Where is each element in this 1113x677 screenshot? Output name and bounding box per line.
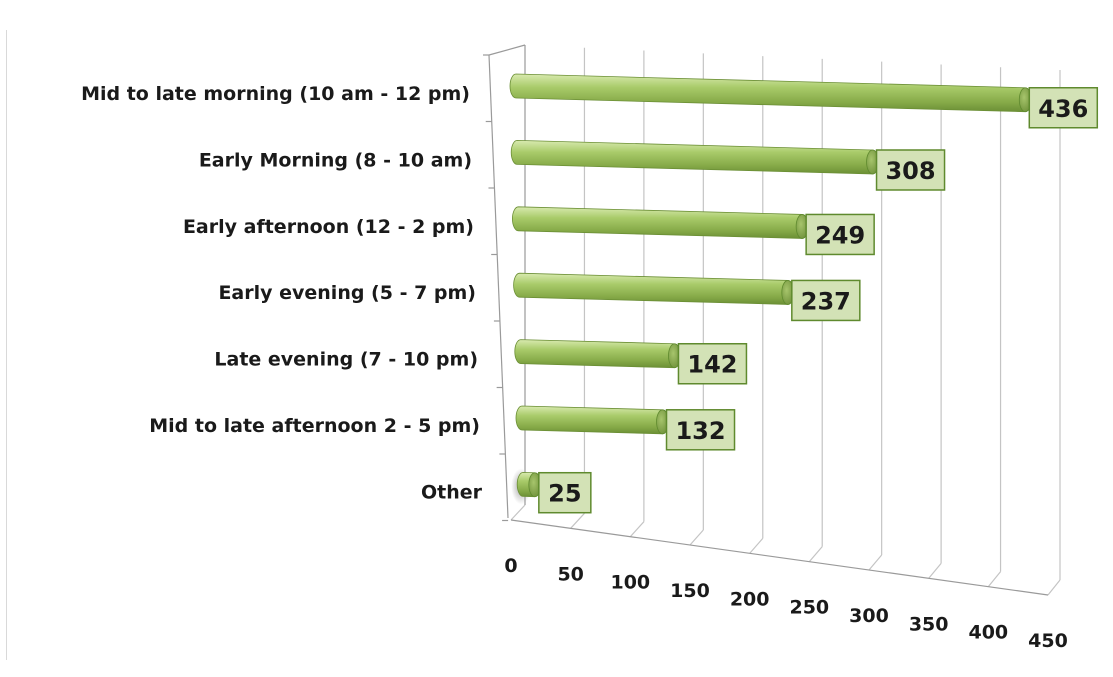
x-tick-300: 300 [849, 605, 889, 627]
data-label-box-early-afternoon-12-2-pm [805, 213, 875, 256]
data-label-mid-to-late-afternoon-2-5-pm: 132 [675, 417, 725, 445]
x-tick-100: 100 [610, 572, 650, 594]
floor-line-350 [928, 562, 942, 579]
data-label-box-late-evening-7-10-pm [677, 342, 748, 385]
data-label-box-other [538, 471, 592, 514]
value-axis [510, 519, 1049, 596]
floor-line-300 [868, 554, 883, 571]
data-label-late-evening-7-10-pm: 142 [687, 351, 737, 379]
x-tick-labels: 0 50 100 150 200 250 300 350 400 450 [504, 555, 1067, 652]
x-tick-200: 200 [730, 588, 770, 610]
bar-mid-to-late-morning-10-am-12-pm [509, 73, 1032, 113]
bar-early-evening-5-7-pm [513, 272, 795, 305]
x-tick-350: 350 [909, 613, 949, 635]
data-label-early-evening-5-7-pm: 237 [801, 287, 851, 315]
bars [509, 73, 1032, 505]
category-label-other: Other [421, 481, 483, 503]
floor-line-50 [570, 512, 585, 529]
floor-line-450 [1047, 579, 1061, 596]
top-wall-edge [488, 44, 526, 56]
category-label-early-afternoon-12-2-pm: Early afternoon (12 - 2 pm) [183, 216, 474, 238]
x-tick-250: 250 [789, 597, 829, 619]
x-tick-0: 0 [504, 555, 517, 577]
bar-late-evening-7-10-pm [514, 339, 681, 369]
x-tick-450: 450 [1028, 630, 1068, 652]
floor-line-100 [629, 521, 645, 538]
floor-line-200 [749, 537, 764, 554]
bar-early-morning-8-10-am [510, 139, 879, 175]
data-labels: 436 308 249 237 142 132 25 [538, 87, 1099, 514]
floor-line-250 [808, 546, 823, 563]
data-label-early-morning-8-10-am: 308 [885, 157, 935, 185]
data-label-other: 25 [548, 480, 581, 508]
data-label-mid-to-late-morning-10-am-12-pm: 436 [1038, 95, 1088, 123]
data-label-box-early-evening-5-7-pm [791, 279, 861, 322]
x-tick-150: 150 [670, 580, 710, 602]
category-labels: Mid to late morning (10 am - 12 pm) Early… [81, 83, 483, 503]
category-label-mid-to-late-afternoon-2-5-pm: Mid to late afternoon 2 - 5 pm) [149, 415, 480, 437]
category-label-early-morning-8-10-am: Early Morning (8 - 10 am) [199, 149, 472, 171]
category-axis [488, 54, 509, 519]
floor-line-0 [510, 504, 526, 521]
x-tick-400: 400 [968, 622, 1008, 644]
gridlines [510, 47, 1061, 596]
floor-line-400 [987, 571, 1002, 588]
data-label-early-afternoon-12-2-pm: 249 [815, 221, 865, 249]
floor-line-150 [689, 529, 704, 546]
x-tick-50: 50 [557, 563, 583, 585]
data-label-box-early-morning-8-10-am [875, 149, 946, 191]
bar-mid-to-late-afternoon-2-5-pm [515, 405, 669, 435]
category-label-late-evening-7-10-pm: Late evening (7 - 10 pm) [214, 349, 478, 371]
data-label-box-mid-to-late-afternoon-2-5-pm [665, 409, 736, 451]
data-label-box-mid-to-late-morning-10-am-12-pm [1028, 87, 1099, 129]
bar-early-afternoon-12-2-pm [512, 206, 809, 239]
category-label-early-evening-5-7-pm: Early evening (5 - 7 pm) [218, 282, 476, 304]
category-label-mid-to-late-morning-10-am-12-pm: Mid to late morning (10 am - 12 pm) [81, 83, 470, 105]
left-border-line [6, 30, 7, 660]
